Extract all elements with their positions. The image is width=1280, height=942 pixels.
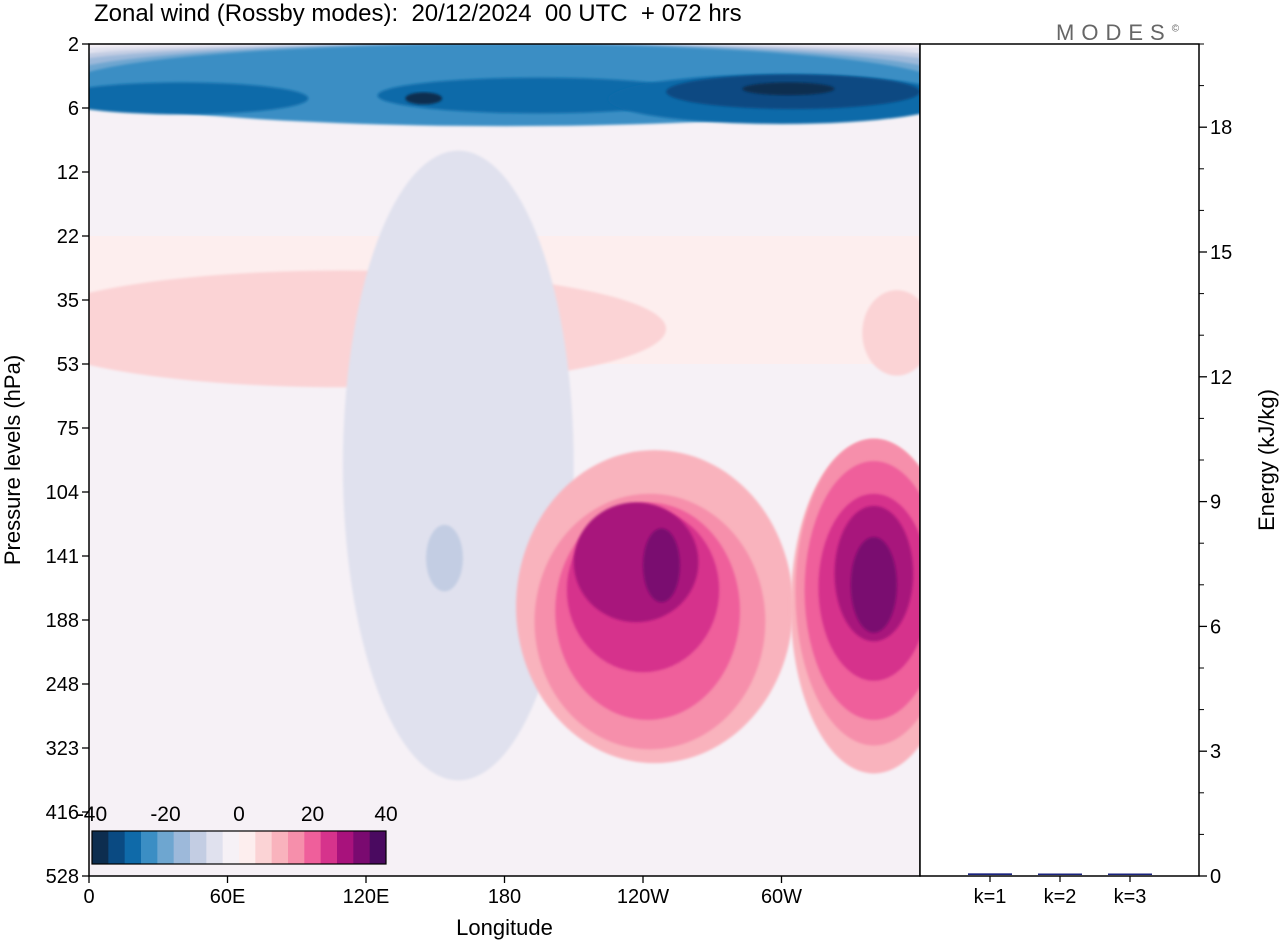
colorbar-swatch	[141, 831, 158, 864]
colorbar-swatch	[304, 831, 322, 864]
energy-bar	[968, 873, 1012, 875]
colorbar-swatch	[190, 831, 207, 864]
chart-title: Zonal wind (Rossby modes): 20/12/2024 00…	[94, 0, 742, 27]
colorbar-swatch	[320, 831, 338, 864]
bar-frame	[919, 43, 1200, 877]
y-tick-label: 22	[57, 226, 79, 248]
colorbar-tick-label: 40	[374, 803, 397, 826]
y-axis-label: Pressure levels (hPa)	[0, 355, 25, 565]
y-tick-label: 248	[46, 674, 79, 696]
y-tick-label: 416	[46, 802, 79, 824]
colorbar-swatch	[108, 831, 126, 864]
contour-region	[89, 82, 309, 115]
bar-category-label: k=2	[1044, 886, 1077, 908]
contour-region	[742, 82, 835, 96]
colorbar-swatch	[288, 831, 305, 864]
colorbar-swatch	[157, 831, 175, 864]
y-tick-label: 528	[46, 866, 79, 888]
y-tick-label: 323	[46, 738, 79, 760]
modes-logo: MODES©	[1056, 20, 1179, 46]
x-tick-label: 60E	[210, 886, 246, 908]
colorbar-swatch	[337, 831, 354, 864]
x-tick-label: 60W	[761, 886, 802, 908]
contour-region	[426, 524, 463, 592]
colorbar-swatch	[206, 831, 224, 864]
contour-region	[850, 536, 897, 633]
contour-region	[405, 92, 443, 105]
colorbar-swatch	[173, 831, 191, 864]
x-tick-label: 120E	[343, 886, 390, 908]
y-tick-label: 75	[57, 418, 79, 440]
x-axis-label: Longitude	[456, 915, 553, 940]
contour-region	[89, 270, 666, 388]
y-tick-label: 2	[68, 34, 79, 56]
energy-tick-label: 6	[1210, 616, 1221, 638]
colorbar-swatch	[239, 831, 256, 864]
colorbar-swatch	[222, 831, 240, 864]
y-tick-label: 104	[46, 482, 79, 504]
colorbar: -40 -20 0 20 40	[77, 803, 398, 865]
heatmap-field	[89, 44, 920, 876]
contour-region	[342, 150, 574, 781]
y-tick-label: 35	[57, 290, 79, 312]
energy-bar	[1108, 873, 1152, 875]
colorbar-frame	[91, 830, 387, 865]
energy-tick-label: 12	[1210, 367, 1232, 389]
y-tick-label: 53	[57, 354, 79, 376]
energy-tick-label: 18	[1210, 117, 1232, 139]
energy-axis-label: Energy (kJ/kg)	[1254, 389, 1279, 531]
x-tick-label: 120W	[617, 886, 669, 908]
colorbar-swatch	[353, 831, 371, 864]
y-tick-label: 12	[57, 162, 79, 184]
contour-region	[643, 528, 680, 603]
energy-bar-plot: 0 3 6 9 12 15 18 Energy (kJ/kg) k=1 k=2 k=3	[919, 43, 1279, 908]
y-tick-label: 188	[46, 610, 79, 632]
energy-tick-label: 9	[1210, 492, 1221, 514]
colorbar-swatch	[92, 831, 109, 864]
heatmap-axes: 2 6 12 22 35 53 75 104 141 188 248 323 416 528 Pressur…	[0, 34, 921, 940]
colorbar-tick-label: -40	[77, 803, 107, 826]
colorbar-tick-label: 0	[233, 803, 245, 826]
energy-tick-label: 3	[1210, 741, 1221, 763]
colorbar-swatch	[124, 831, 142, 864]
logo-text: MODES	[1056, 20, 1172, 45]
contour-region	[862, 290, 920, 376]
colorbar-swatch	[271, 831, 289, 864]
bar-category-label: k=1	[974, 886, 1007, 908]
colorbar-tick-label: 20	[301, 803, 324, 826]
x-tick-label: 180	[488, 886, 521, 908]
energy-tick-label: 15	[1210, 242, 1232, 264]
colorbar-swatch	[255, 831, 273, 864]
x-tick-label: 0	[83, 886, 94, 908]
energy-bar	[1038, 873, 1082, 875]
heatmap-plot	[89, 44, 920, 876]
y-tick-label: 141	[46, 546, 79, 568]
y-tick-label: 6	[68, 98, 79, 120]
logo-mark: ©	[1171, 23, 1180, 35]
colorbar-swatch	[369, 831, 387, 864]
energy-tick-label: 0	[1210, 866, 1221, 888]
colorbar-tick-label: -20	[150, 803, 180, 826]
bar-category-label: k=3	[1114, 886, 1147, 908]
